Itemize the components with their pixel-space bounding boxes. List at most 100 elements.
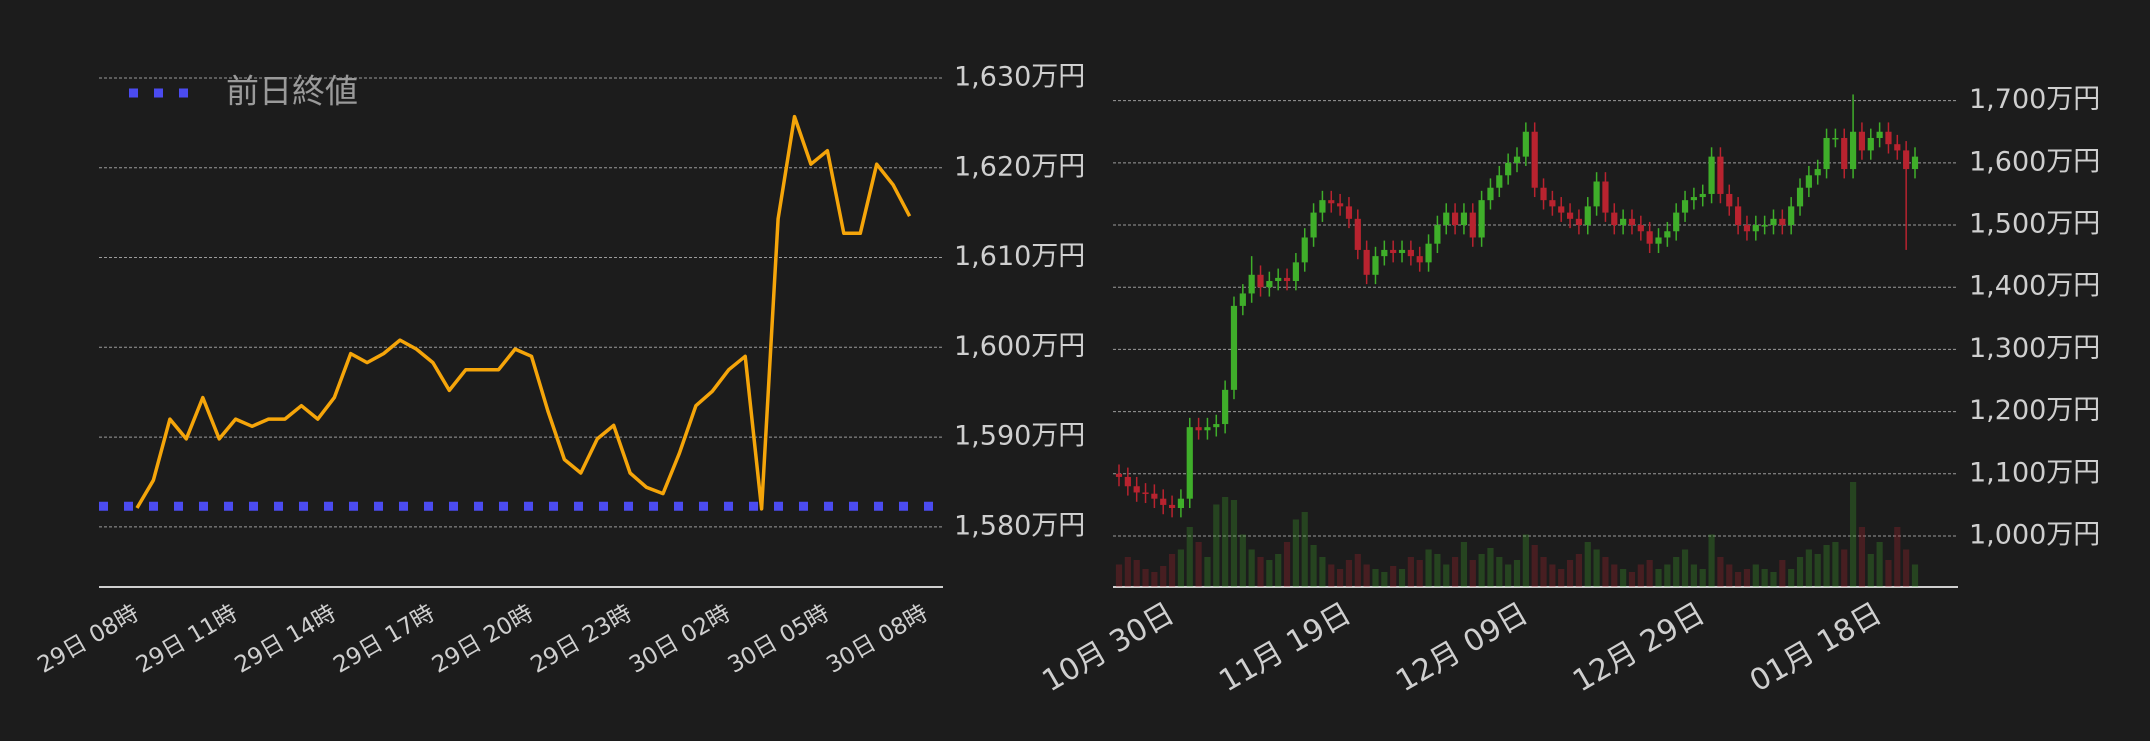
candle-body: [1124, 476, 1131, 487]
x-tick-label: 12月 09日: [1390, 596, 1534, 699]
y-tick-label: 1,600万円: [954, 331, 1085, 362]
x-tick-label: 29日 23時: [527, 600, 637, 678]
volume-bar: [1575, 554, 1583, 587]
candle-body: [1717, 156, 1724, 194]
x-tick-label: 29日 20時: [428, 600, 538, 678]
candle-body: [1213, 424, 1220, 428]
candle-body: [1443, 212, 1450, 226]
volume-bar: [1628, 572, 1636, 587]
candle-body: [1195, 427, 1202, 431]
candle-body: [1743, 225, 1751, 232]
candle-body: [1168, 504, 1176, 509]
candle-body: [1531, 131, 1538, 188]
candle-body: [1690, 197, 1697, 201]
x-tick-label: 30日 05時: [724, 600, 834, 678]
x-tick-label: 30日 08時: [822, 600, 932, 678]
candle-body: [1186, 427, 1193, 499]
candle-body: [1735, 206, 1742, 226]
y-tick-label: 1,580万円: [954, 510, 1085, 541]
volume-bar: [1319, 557, 1326, 587]
y-tick-label: 1,610万円: [954, 241, 1085, 272]
candle-body: [1301, 237, 1308, 263]
volume-bar: [1549, 564, 1556, 587]
candle-body: [1575, 218, 1583, 226]
candle-body: [1602, 181, 1609, 213]
volume-bar: [1566, 560, 1574, 587]
volume-bar: [1186, 527, 1193, 587]
x-tick-label: 29日 14時: [231, 600, 341, 678]
volume-bar: [1849, 482, 1857, 587]
candle-body: [1133, 486, 1140, 493]
volume-bar: [1283, 542, 1291, 587]
candle-body: [1390, 249, 1397, 254]
volume-bar: [1195, 542, 1202, 587]
candle-body: [1319, 200, 1326, 213]
candle-body: [1681, 200, 1689, 213]
volume-bar: [1584, 542, 1591, 587]
candle-body: [1275, 277, 1282, 282]
volume-bar: [1876, 542, 1883, 587]
volume-bar: [1124, 557, 1131, 587]
candle-body: [1337, 203, 1344, 207]
candle-body: [1566, 212, 1574, 219]
x-tick-label: 29日 17時: [329, 600, 439, 678]
volume-bar: [1611, 564, 1618, 587]
candle-body: [1460, 212, 1468, 226]
x-tick-label: 10月 30日: [1036, 596, 1180, 699]
candle-body: [1549, 200, 1556, 207]
candle-body: [1407, 249, 1414, 257]
volume-bar: [1841, 549, 1848, 587]
candle-body: [1620, 218, 1627, 226]
volume-bar: [1230, 500, 1238, 587]
volume-bar: [1443, 564, 1450, 587]
volume-bar: [1655, 569, 1662, 587]
volume-bar: [1761, 569, 1768, 587]
candle-body: [1903, 150, 1910, 170]
volume-bar: [1911, 564, 1919, 587]
candle-body: [1160, 498, 1167, 505]
volume-bar: [1142, 569, 1149, 587]
volume-bar: [1823, 545, 1830, 587]
candle-body: [1115, 473, 1123, 477]
volume-bar: [1407, 557, 1414, 587]
candle-body: [1637, 225, 1644, 232]
candle-body: [1496, 175, 1503, 188]
volume-bar: [1602, 557, 1609, 587]
volume-bar: [1885, 560, 1892, 587]
candle-body: [1222, 389, 1229, 425]
candle-body: [1752, 225, 1759, 232]
candle-body: [1708, 156, 1715, 194]
volume-bar: [1752, 564, 1759, 587]
volume-bar: [1593, 549, 1600, 587]
candle-body: [1434, 225, 1441, 244]
volume-bar: [1788, 569, 1795, 587]
candle-body: [1204, 427, 1211, 431]
volume-bar: [1796, 557, 1804, 587]
candle-body: [1788, 206, 1795, 226]
volume-bar: [1664, 564, 1671, 587]
volume-bar: [1345, 560, 1353, 587]
candle-body: [1885, 131, 1892, 145]
volume-bar: [1726, 564, 1733, 587]
volume-bar: [1681, 549, 1689, 587]
volume-bar: [1496, 557, 1503, 587]
x-tick-label: 01月 18日: [1744, 596, 1888, 699]
volume-bar: [1487, 548, 1494, 587]
candle-body: [1487, 187, 1494, 201]
volume-bar: [1177, 549, 1185, 587]
candle-body: [1779, 218, 1786, 226]
volume-bar: [1372, 569, 1379, 587]
volume-bar: [1310, 545, 1317, 587]
candle-body: [1416, 256, 1423, 263]
volume-bar: [1478, 554, 1485, 587]
volume-bar: [1301, 512, 1308, 587]
volume-bar: [1266, 560, 1273, 587]
volume-bar: [1699, 569, 1706, 587]
candle-body: [1381, 249, 1388, 257]
candle-body: [1664, 231, 1671, 238]
x-tick-label: 30日 02時: [625, 600, 735, 678]
volume-bar: [1894, 527, 1901, 587]
candle-body: [1469, 212, 1476, 238]
